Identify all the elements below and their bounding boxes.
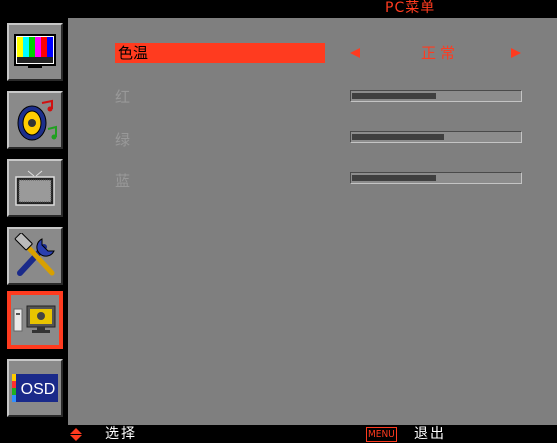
osd-icon: OSD [12, 374, 58, 402]
menu-row-red[interactable]: 红 [115, 87, 155, 107]
red-label: 红 [115, 88, 131, 106]
blue-slider[interactable] [350, 172, 522, 184]
color-temp-selector[interactable]: 正常 [350, 43, 525, 63]
sidebar-item-audio[interactable] [7, 91, 63, 149]
red-slider[interactable] [350, 90, 522, 102]
row-highlight: 色温 [115, 43, 325, 63]
tools-icon [14, 233, 55, 276]
sidebar-item-screen[interactable] [7, 159, 63, 217]
menu-row-blue[interactable]: 蓝 [115, 171, 155, 191]
arrow-right-icon[interactable] [511, 48, 521, 58]
green-label: 绿 [115, 131, 131, 149]
red-slider-fill [352, 93, 436, 99]
pc-monitor-icon [13, 305, 56, 333]
sidebar-item-pc[interactable] [7, 291, 63, 349]
select-hint: 选择 [105, 426, 137, 442]
color-temp-value: 正常 [420, 44, 459, 62]
sidebar-item-settings[interactable] [7, 227, 63, 285]
menu-title: PC菜单 [385, 0, 436, 16]
footer-bar: 选择 MENU 退出 [0, 425, 557, 443]
color-bars-icon [14, 34, 56, 68]
green-slider[interactable] [350, 131, 522, 143]
green-slider-fill [352, 134, 444, 140]
arrow-left-icon[interactable] [350, 48, 360, 58]
color-temp-label: 色温 [118, 44, 149, 62]
menu-key-badge: MENU [366, 427, 397, 442]
sidebar: OSD [0, 18, 68, 425]
osd-label: OSD [21, 381, 56, 398]
tv-screen-icon [15, 170, 55, 206]
exit-hint: 退出 [414, 426, 446, 442]
sidebar-item-osd[interactable]: OSD [7, 359, 63, 417]
speaker-music-icon [17, 99, 57, 141]
menu-row-color-temp[interactable]: 色温 [115, 43, 327, 63]
sidebar-item-picture[interactable] [7, 23, 63, 81]
up-down-arrows-icon [70, 428, 82, 441]
blue-label: 蓝 [115, 172, 131, 190]
blue-slider-fill [352, 175, 436, 181]
title-bar: PC菜单 [0, 0, 557, 18]
menu-row-green[interactable]: 绿 [115, 130, 155, 150]
